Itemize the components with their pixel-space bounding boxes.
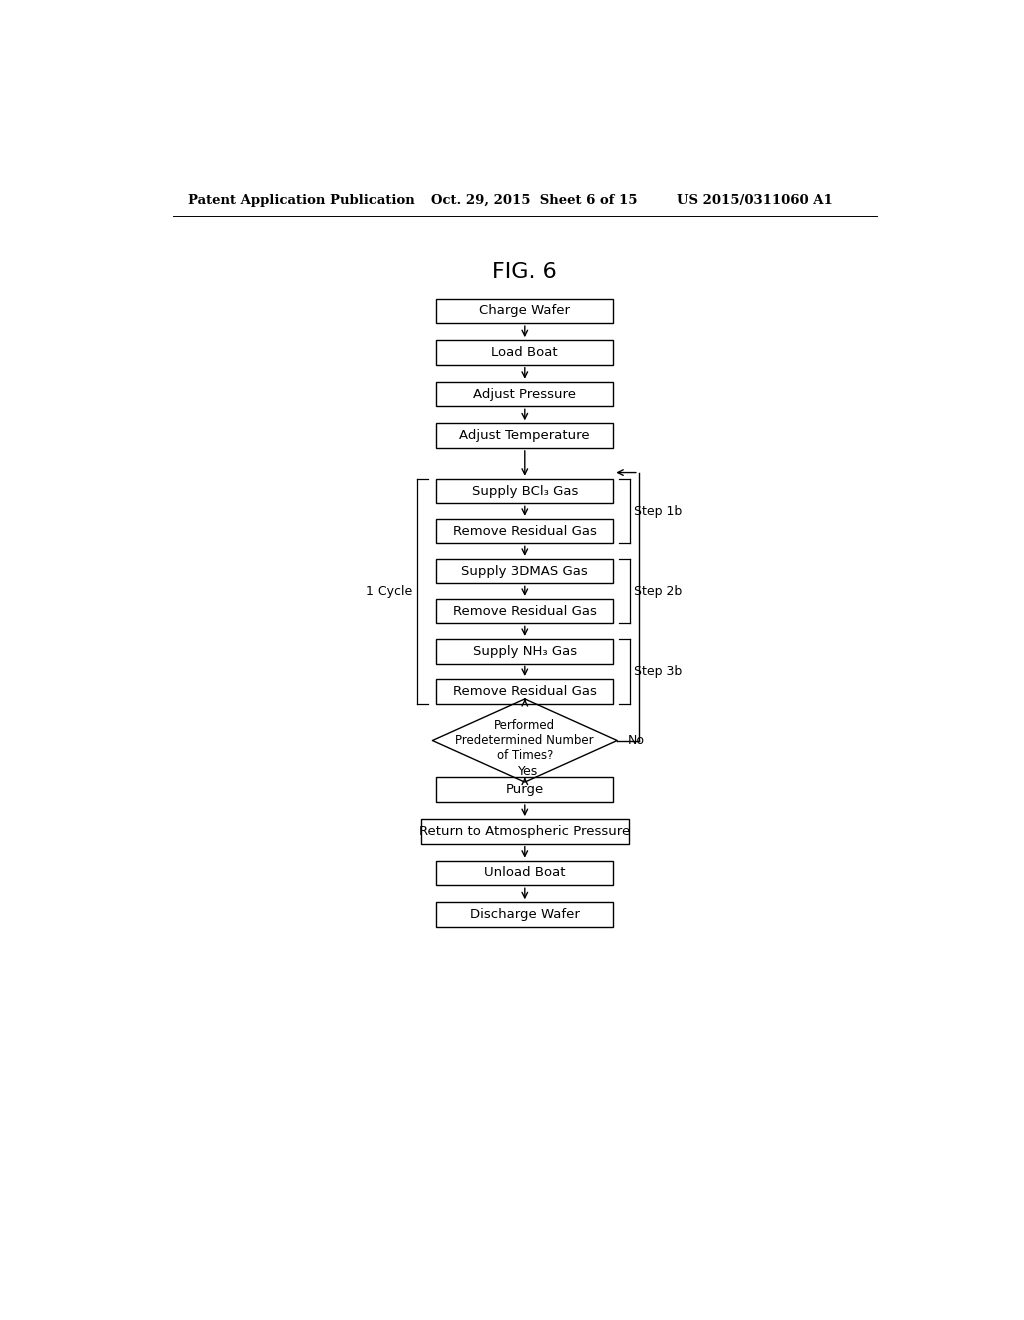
Text: Oct. 29, 2015  Sheet 6 of 15: Oct. 29, 2015 Sheet 6 of 15 [431,194,637,207]
Text: FIG. 6: FIG. 6 [493,263,557,282]
Text: Unload Boat: Unload Boat [484,866,565,879]
Bar [436,424,613,447]
Bar [436,861,613,886]
Text: Step 3b: Step 3b [634,665,682,677]
Text: US 2015/0311060 A1: US 2015/0311060 A1 [677,194,833,207]
Bar [436,519,613,544]
Text: Charge Wafer: Charge Wafer [479,305,570,317]
Text: Patent Application Publication: Patent Application Publication [188,194,415,207]
Bar [436,903,613,927]
Text: Step 2b: Step 2b [634,585,682,598]
Text: Remove Residual Gas: Remove Residual Gas [453,685,597,698]
Text: Yes: Yes [518,764,538,777]
Text: Remove Residual Gas: Remove Residual Gas [453,524,597,537]
Text: Step 1b: Step 1b [634,504,682,517]
Bar [436,599,613,623]
Bar [436,341,613,364]
Bar [436,639,613,664]
Text: Purge: Purge [506,783,544,796]
Text: No: No [628,734,645,747]
Text: Supply BCl₃ Gas: Supply BCl₃ Gas [472,484,578,498]
Bar [436,479,613,503]
Bar [421,818,629,843]
Text: Discharge Wafer: Discharge Wafer [470,908,580,921]
Bar [436,558,613,583]
Text: Return to Atmospheric Pressure: Return to Atmospheric Pressure [419,825,631,838]
Text: Adjust Pressure: Adjust Pressure [473,388,577,400]
Bar [436,298,613,323]
Bar [436,381,613,407]
Text: Supply NH₃ Gas: Supply NH₃ Gas [473,644,577,657]
Bar [436,678,613,704]
Text: 1 Cycle: 1 Cycle [367,585,413,598]
Text: Performed
Predetermined Number
of Times?: Performed Predetermined Number of Times? [456,719,594,762]
Text: Load Boat: Load Boat [492,346,558,359]
Text: Remove Residual Gas: Remove Residual Gas [453,605,597,618]
Bar [436,777,613,803]
Text: Adjust Temperature: Adjust Temperature [460,429,590,442]
Text: Supply 3DMAS Gas: Supply 3DMAS Gas [462,565,588,578]
